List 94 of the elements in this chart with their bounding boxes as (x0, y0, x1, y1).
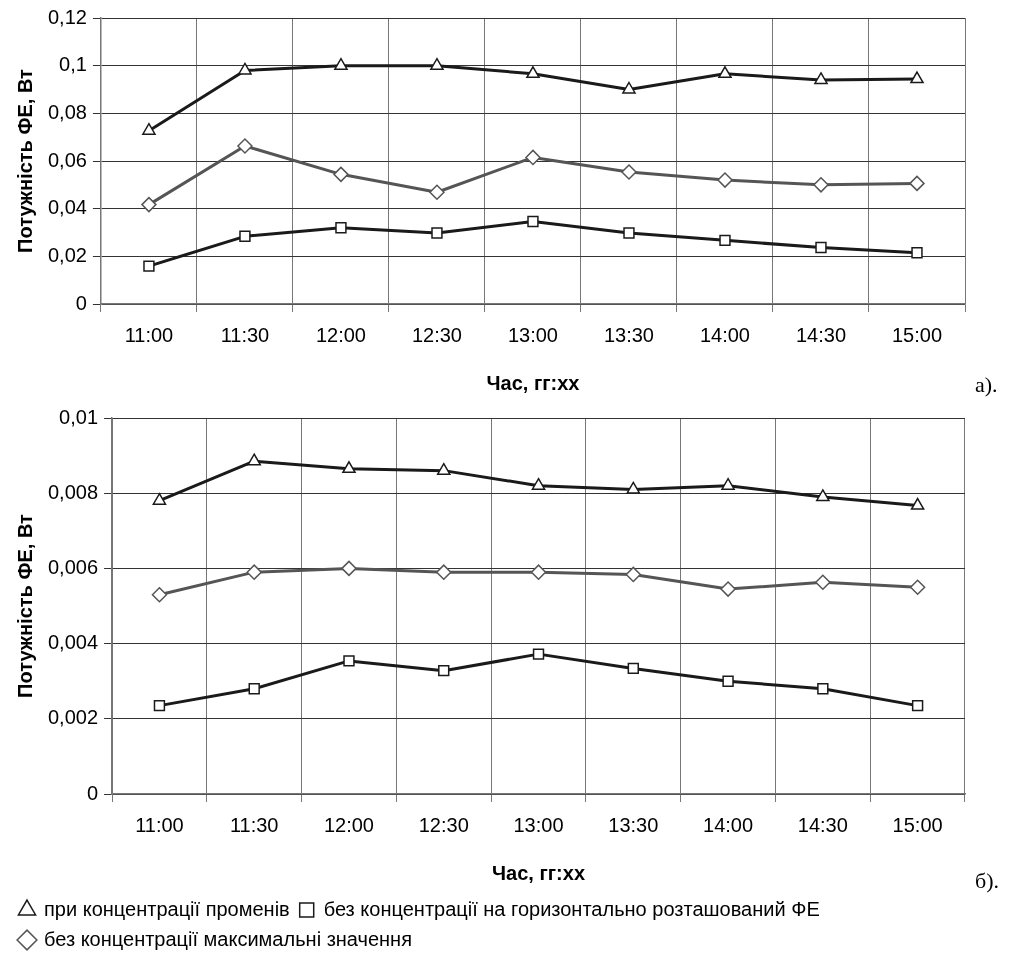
x-tick-label: 14:30 (795, 323, 847, 346)
y-tick-label: 0,04 (47, 196, 87, 219)
point (722, 675, 734, 687)
point (239, 230, 251, 243)
text: б). (975, 867, 1000, 893)
point (335, 222, 347, 234)
x-tick-label: 11:00 (124, 323, 174, 346)
point (718, 66, 732, 79)
point (143, 260, 155, 272)
point (627, 662, 639, 675)
point (531, 477, 546, 490)
point (436, 564, 452, 580)
legend-label: при концентрації променів (44, 897, 290, 920)
point (438, 664, 450, 677)
y-axis-title: Потужність ФЕ, Вт (13, 68, 36, 253)
x-tick-label: 13:30 (603, 323, 654, 346)
point (626, 481, 641, 494)
x-tick-label: 12:30 (411, 323, 462, 346)
point (816, 489, 830, 502)
point (815, 574, 831, 591)
point (238, 62, 252, 75)
x-tick-label: 15:00 (892, 813, 943, 836)
x-tick-label: 14:30 (797, 813, 848, 836)
y-tick-label: 0,004 (47, 631, 99, 654)
x-axis-title: Час, гг:хх (486, 371, 580, 394)
point (814, 72, 828, 85)
point (813, 177, 829, 193)
point (623, 227, 635, 239)
point (721, 477, 735, 490)
x-tick-label: 13:00 (513, 813, 564, 836)
point (621, 164, 637, 180)
point (526, 66, 540, 79)
point (720, 581, 736, 597)
x-tick-label: 12:00 (315, 323, 366, 346)
point (246, 564, 262, 580)
point (909, 175, 925, 192)
point (342, 461, 356, 474)
point (525, 149, 541, 166)
point (911, 699, 924, 712)
y-tick-label: 0,1 (59, 53, 87, 76)
point (527, 215, 539, 228)
point (910, 497, 925, 510)
x-tick-label: 14:00 (699, 323, 751, 346)
x-tick-label: 11:00 (135, 813, 184, 836)
point (910, 71, 924, 84)
point (141, 196, 157, 213)
point (431, 227, 443, 239)
point (341, 560, 357, 577)
point (142, 122, 156, 135)
point (430, 57, 444, 70)
point (625, 566, 642, 583)
y-tick-label: 0,002 (47, 706, 99, 729)
point (436, 462, 451, 475)
x-tick-label: 15:00 (891, 323, 943, 346)
point (429, 184, 445, 200)
x-axis-title: Час, гг:хх (492, 861, 586, 884)
x-tick-label: 12:00 (323, 813, 375, 836)
point (911, 247, 923, 259)
y-tick-label: 0,02 (47, 243, 87, 266)
point (153, 699, 166, 712)
point (248, 683, 260, 695)
y-tick-label: 0,06 (47, 148, 87, 171)
point (717, 172, 733, 188)
y-tick-label: 0 (86, 781, 99, 804)
point (815, 241, 827, 254)
y-tick-label: 0,006 (47, 555, 99, 578)
point (532, 648, 545, 660)
point (151, 586, 168, 603)
y-tick-label: 0,12 (47, 5, 87, 28)
x-tick-label: 14:00 (703, 813, 754, 836)
legend-label: без концентрації на горизонтально розташований ФЕ (323, 897, 820, 920)
text: а). (975, 372, 998, 397)
point (909, 579, 926, 595)
legend-label: без концентрації максимальні значення (44, 927, 412, 950)
point (622, 81, 636, 94)
point (719, 234, 731, 247)
point (333, 166, 349, 183)
point (530, 564, 547, 580)
point (343, 655, 355, 667)
y-axis-title: Потужність ФЕ, Вт (13, 513, 36, 698)
point (247, 453, 262, 466)
x-tick-label: 13:30 (608, 813, 659, 836)
y-tick-label: 0,01 (59, 405, 99, 428)
x-tick-label: 11:30 (220, 323, 270, 346)
x-tick-label: 13:00 (507, 323, 558, 346)
point (237, 138, 253, 154)
x-tick-label: 12:30 (418, 813, 469, 836)
y-tick-label: 0 (75, 291, 87, 314)
y-tick-label: 0,08 (47, 100, 87, 123)
x-tick-label: 11:30 (229, 813, 279, 836)
y-tick-label: 0,008 (47, 480, 99, 503)
point (152, 492, 167, 505)
point (817, 683, 829, 695)
point (334, 57, 348, 70)
